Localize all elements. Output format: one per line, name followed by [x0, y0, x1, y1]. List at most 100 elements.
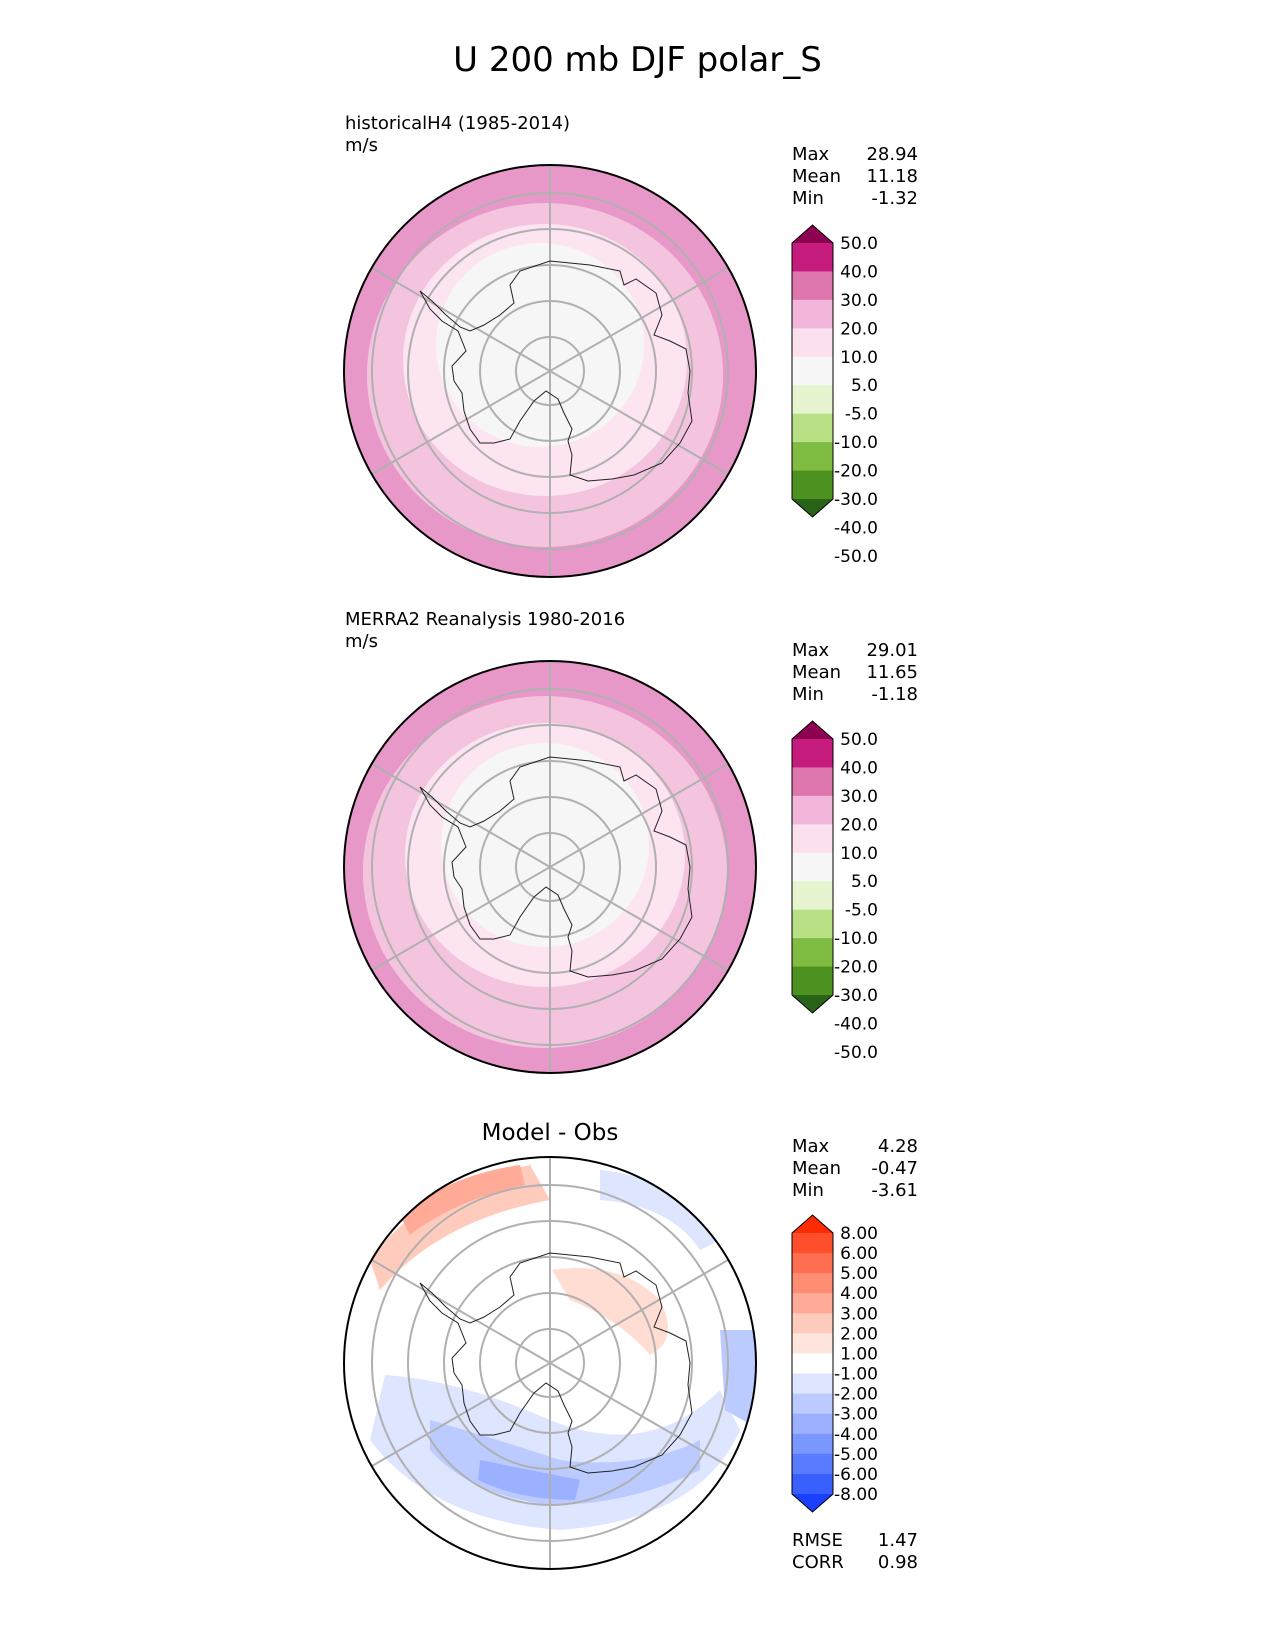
colorbar-segment: [792, 328, 833, 358]
panel-1-title: historicalH4 (1985-2014) m/s: [345, 113, 570, 157]
colorbar-segment: [792, 243, 833, 272]
colorbar-tick-label: -50.0: [834, 547, 878, 567]
stat-value: 0.98: [877, 1552, 918, 1573]
colorbar-outline: [791, 720, 834, 1014]
colorbar-segment: [792, 1413, 833, 1435]
map-panel-3: [343, 1156, 757, 1570]
colorbar-tick-label: 20.0: [840, 815, 878, 835]
contour-band-negative: [720, 1330, 756, 1430]
panel-1-stats: Max 28.94 Mean 11.18 Min -1.32: [792, 144, 918, 210]
colorbar-tick-label: -40.0: [834, 518, 878, 538]
stat-value: -0.47: [871, 1158, 918, 1179]
colorbar-tick-label: -2.00: [834, 1385, 878, 1405]
panel-2-stats: Max 29.01 Mean 11.65 Min -1.18: [792, 640, 918, 706]
colorbar-segment: [792, 1433, 833, 1455]
colorbar-panel-2: 50.0 40.0 30.0 20.0 10.0 5.0 -5.0 -10.0 -20.0 -30…: [791, 720, 878, 1063]
colorbar-outline: [791, 224, 834, 518]
map-boundary: [343, 660, 757, 1074]
stat-label: Max: [792, 640, 830, 661]
stat-label: Min: [792, 188, 824, 209]
map-boundary: [343, 164, 757, 578]
colorbar-segment: [792, 1373, 833, 1395]
colorbar-outline: [791, 1214, 834, 1513]
colorbar-segment: [792, 1453, 833, 1475]
colorbar-tick-label: 5.0: [851, 376, 878, 396]
colorbar-tick-label: 3.00: [840, 1304, 878, 1324]
colorbar-tick-label: -50.0: [834, 1043, 878, 1063]
stat-value: -1.18: [871, 684, 918, 705]
colorbar-segment: [792, 1233, 833, 1254]
contour-band-positive: [370, 1165, 550, 1290]
contour-band-negative: [600, 1170, 720, 1250]
panel-3-stats: Max 4.28 Mean -0.47 Min -3.61: [792, 1136, 918, 1202]
map-panel-1: [343, 164, 757, 578]
map-boundary: [343, 1156, 757, 1570]
colorbar-segment: [792, 1253, 833, 1274]
graticule: [371, 1157, 729, 1569]
colorbar-tick-label: 4.00: [840, 1284, 878, 1304]
stat-value: 1.47: [877, 1530, 918, 1551]
colorbar-tick-label: -8.00: [834, 1485, 878, 1505]
stat-value: 11.65: [866, 662, 918, 683]
panel-2-caption: MERRA2 Reanalysis 1980-2016: [345, 609, 626, 630]
colorbar-tick-label: 1.00: [840, 1344, 878, 1364]
stat-label: Min: [792, 684, 824, 705]
colorbar-segment: [792, 739, 833, 768]
colorbar-tick-label: 10.0: [840, 844, 878, 864]
panel-2-units: m/s: [345, 631, 378, 652]
graticule: [371, 661, 729, 1073]
colorbar-segment: [792, 1353, 833, 1375]
colorbar-tick-label: 50.0: [840, 730, 878, 750]
colorbar-segment: [792, 1333, 833, 1354]
colorbar-tick-label: 40.0: [840, 758, 878, 778]
colorbar-tick-label: 5.00: [840, 1264, 878, 1284]
colorbar-tick-label: 10.0: [840, 348, 878, 368]
colorbar-segment: [792, 413, 833, 443]
colorbar-segment: [792, 966, 833, 996]
contour-band-positive: [400, 1165, 525, 1235]
colorbar-tick-label: -5.0: [845, 901, 878, 921]
stat-value: 29.01: [866, 640, 918, 661]
colorbar-tick-label: -40.0: [834, 1014, 878, 1034]
colorbar-segment: [792, 271, 833, 301]
colorbar-panel-1: 50.0 40.0 30.0 20.0 10.0 5.0 -5.0 -10.0 -20.0 -30…: [791, 224, 878, 567]
colorbar-tick-label: 50.0: [840, 234, 878, 254]
colorbar-segment: [792, 938, 833, 968]
stat-label: Mean: [792, 662, 842, 683]
colorbar-tick-label: -5.00: [834, 1445, 878, 1465]
map-panel-2: [343, 660, 757, 1074]
stat-value: 28.94: [866, 144, 918, 165]
colorbar-tick-label: -30.0: [834, 490, 878, 510]
stat-label: Min: [792, 1180, 824, 1201]
colorbar-segment: [792, 995, 833, 1013]
colorbar-segment: [792, 299, 833, 329]
colorbar-tick-label: -4.00: [834, 1425, 878, 1445]
colorbar-tick-label: -3.00: [834, 1405, 878, 1425]
colorbar-tick-label: 2.00: [840, 1324, 878, 1344]
colorbar-tick-label: 6.00: [840, 1244, 878, 1264]
figure-title: U 200 mb DJF polar_S: [453, 40, 822, 80]
colorbar-tick-label: -6.00: [834, 1465, 878, 1485]
colorbar-segment: [792, 470, 833, 500]
colorbar-segment: [792, 1293, 833, 1314]
stat-value: 11.18: [866, 166, 918, 187]
colorbar-segment: [792, 824, 833, 854]
stat-label: Mean: [792, 166, 842, 187]
contour-band-positive: [552, 1268, 668, 1355]
colorbar-segment: [792, 1473, 833, 1495]
colorbar-tick-label: -30.0: [834, 986, 878, 1006]
colorbar-tick-label: 30.0: [840, 787, 878, 807]
stat-value: -1.32: [871, 188, 918, 209]
colorbar-tick-label: -10.0: [834, 433, 878, 453]
colorbar-segment: [792, 1273, 833, 1294]
stat-value: -3.61: [871, 1180, 918, 1201]
panel-3-extra-stats: RMSE 1.47 CORR 0.98: [792, 1530, 918, 1574]
colorbar-segment: [792, 225, 833, 243]
colorbar-tick-label: 8.00: [840, 1224, 878, 1244]
colorbar-segment: [792, 1393, 833, 1415]
colorbar-segment: [792, 385, 833, 415]
panel-1-units: m/s: [345, 135, 378, 156]
colorbar-segment: [792, 356, 833, 386]
contour-band-near-zero: [441, 743, 649, 947]
